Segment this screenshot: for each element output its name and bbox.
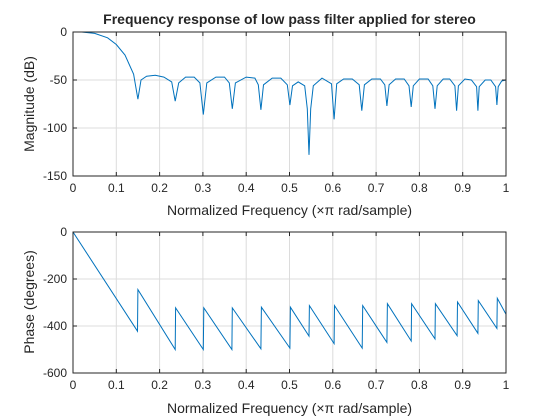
phase-panel: 0 0.1 0.2 0.3 0.4 0.5 0.6 0.7 0.8 0.9 1 0 -200 -400 -6… xyxy=(21,225,510,416)
magnitude-panel: 0 0.1 0.2 0.3 0.4 0.5 0.6 0.7 0.8 0.9 1 0 -50 -100 -15… xyxy=(21,11,510,218)
phase-y-tick-label: -600 xyxy=(43,366,67,380)
magnitude-x-tick-label: 0 xyxy=(70,181,77,195)
phase-x-tick-label: 0.3 xyxy=(195,378,212,392)
phase-x-tick-label: 0.6 xyxy=(324,378,341,392)
phase-x-tick-label: 0.1 xyxy=(108,378,125,392)
magnitude-y-tick-label: -150 xyxy=(43,169,67,183)
phase-x-axis-label: Normalized Frequency (×π rad/sample) xyxy=(167,400,412,416)
phase-y-axis-label: Phase (degrees) xyxy=(21,250,37,354)
phase-x-tick-label: 0.5 xyxy=(281,378,298,392)
magnitude-y-tick-label: 0 xyxy=(60,25,67,39)
magnitude-x-axis-label: Normalized Frequency (×π rad/sample) xyxy=(167,202,412,218)
phase-x-tick-label: 0.8 xyxy=(411,378,428,392)
magnitude-x-tick-label: 0.8 xyxy=(411,181,428,195)
magnitude-x-tick-label: 0.5 xyxy=(281,181,298,195)
magnitude-x-tick-label: 0.6 xyxy=(324,181,341,195)
phase-y-tick-label: -200 xyxy=(43,272,67,286)
chart-title: Frequency response of low pass filter ap… xyxy=(103,11,476,27)
phase-x-tick-label: 0.9 xyxy=(454,378,471,392)
magnitude-y-axis-label: Magnitude (dB) xyxy=(21,56,37,152)
phase-y-tick-label: -400 xyxy=(43,319,67,333)
phase-x-tick-label: 0.7 xyxy=(368,378,385,392)
phase-x-tick-label: 0.2 xyxy=(151,378,168,392)
phase-x-tick-label: 0 xyxy=(70,378,77,392)
phase-x-tick-label: 0.4 xyxy=(238,378,255,392)
magnitude-y-tick-label: -100 xyxy=(43,121,67,135)
phase-y-tick-label: 0 xyxy=(60,225,67,239)
magnitude-y-tick-label: -50 xyxy=(50,73,68,87)
phase-x-tick-label: 1 xyxy=(503,378,510,392)
magnitude-x-tick-label: 0.2 xyxy=(151,181,168,195)
magnitude-x-tick-label: 0.3 xyxy=(195,181,212,195)
magnitude-x-tick-label: 0.7 xyxy=(368,181,385,195)
magnitude-x-tick-label: 0.4 xyxy=(238,181,255,195)
magnitude-x-tick-label: 0.1 xyxy=(108,181,125,195)
magnitude-x-tick-label: 1 xyxy=(503,181,510,195)
magnitude-x-tick-label: 0.9 xyxy=(454,181,471,195)
